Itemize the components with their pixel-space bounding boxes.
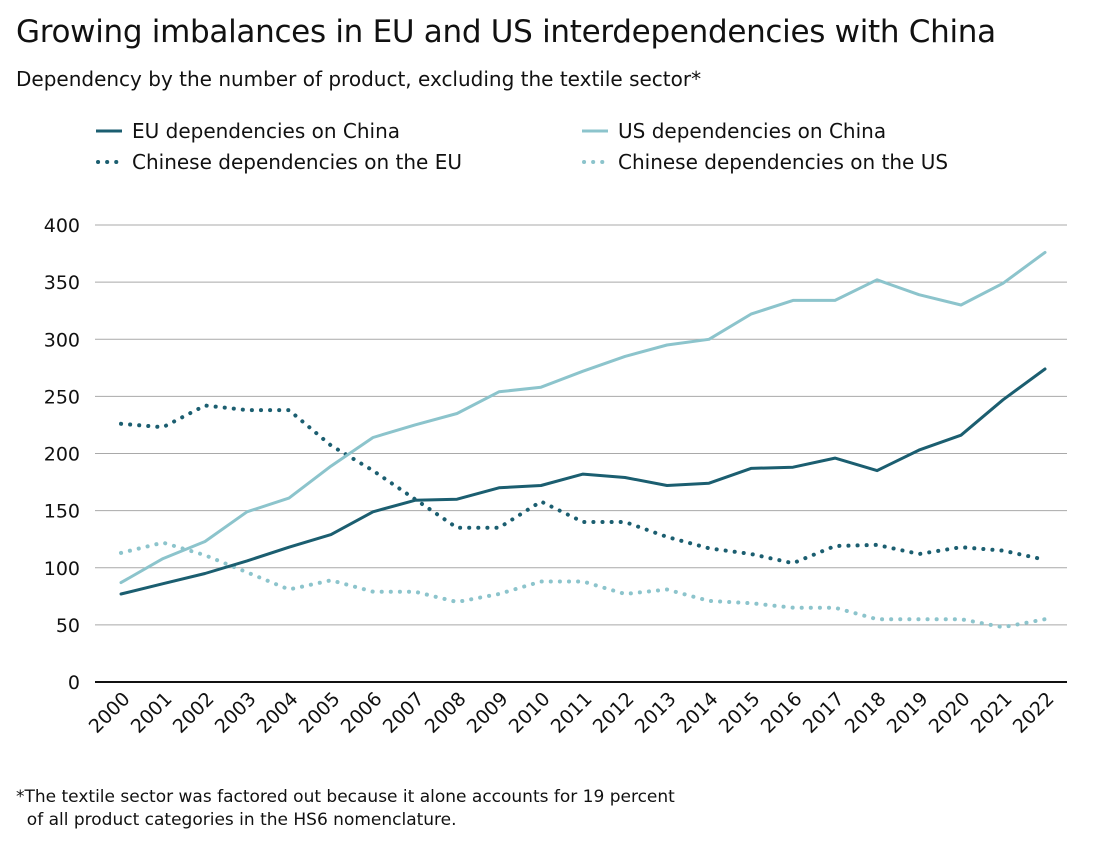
series-line-eu-dependencies-on-china: [119, 367, 1047, 596]
y-tick-label-50: 50: [56, 615, 80, 637]
footnote: *The textile sector was factored out bec…: [16, 787, 675, 830]
chart-subtitle: Dependency by the number of product, exc…: [16, 67, 702, 91]
x-tick-label-2002: 2002: [169, 688, 219, 738]
x-tick-label-2004: 2004: [253, 688, 303, 738]
y-tick-label-200: 200: [44, 444, 80, 466]
x-tick-label-2000: 2000: [85, 688, 135, 738]
x-tick-label-2018: 2018: [841, 688, 891, 738]
legend-label: Chinese dependencies on the EU: [132, 150, 462, 174]
x-tick-label-2020: 2020: [925, 688, 975, 738]
y-tick-label-400: 400: [44, 215, 80, 237]
legend-item-chinese-on-us: Chinese dependencies on the US: [582, 150, 948, 174]
y-tick-label-150: 150: [44, 501, 80, 523]
y-tick-label-250: 250: [44, 386, 80, 408]
legend-item-eu-dependencies: EU dependencies on China: [96, 119, 400, 143]
legend-swatch-solid-light: [582, 129, 608, 133]
x-tick-label-2019: 2019: [883, 688, 933, 738]
x-tick-label-2007: 2007: [379, 688, 429, 738]
x-tick-label-2008: 2008: [421, 688, 471, 738]
legend-swatch-dotted-dark: [96, 160, 122, 164]
x-tick-label-2021: 2021: [967, 688, 1017, 738]
y-tick-label-350: 350: [44, 272, 80, 294]
x-tick-label-2016: 2016: [757, 688, 807, 738]
x-tick-label-2014: 2014: [673, 688, 723, 738]
x-tick-label-2006: 2006: [337, 688, 387, 738]
x-tick-label-2012: 2012: [589, 688, 639, 738]
x-tick-label-2010: 2010: [505, 688, 555, 738]
x-tick-label-2011: 2011: [547, 688, 597, 738]
y-tick-label-100: 100: [44, 558, 80, 580]
series-line-chinese-dependencies-on-the-us: [119, 540, 1047, 630]
x-tick-label-2015: 2015: [715, 688, 765, 738]
x-tick-label-2022: 2022: [1009, 688, 1059, 738]
legend-swatch-solid-dark: [96, 129, 122, 133]
y-tick-label-300: 300: [44, 329, 80, 351]
series-line-us-dependencies-on-china: [119, 250, 1047, 585]
x-tick-label-2001: 2001: [127, 688, 177, 738]
legend-label: Chinese dependencies on the US: [618, 150, 949, 174]
x-tick-label-2009: 2009: [463, 688, 513, 738]
legend-label: EU dependencies on China: [132, 119, 401, 143]
series-line-chinese-dependencies-on-the-eu: [119, 403, 1047, 566]
x-tick-label-2017: 2017: [799, 688, 849, 738]
x-tick-label-2003: 2003: [211, 688, 261, 738]
legend-label: US dependencies on China: [618, 119, 887, 143]
chart-title: Growing imbalances in EU and US interdep…: [16, 14, 996, 50]
legend-item-us-dependencies: US dependencies on China: [582, 119, 886, 143]
x-tick-label-2005: 2005: [295, 688, 345, 738]
legend-swatch-dotted-light: [582, 160, 608, 164]
x-tick-label-2013: 2013: [631, 688, 681, 738]
legend-item-chinese-on-eu: Chinese dependencies on the EU: [96, 150, 462, 174]
y-tick-label-0: 0: [68, 672, 80, 694]
